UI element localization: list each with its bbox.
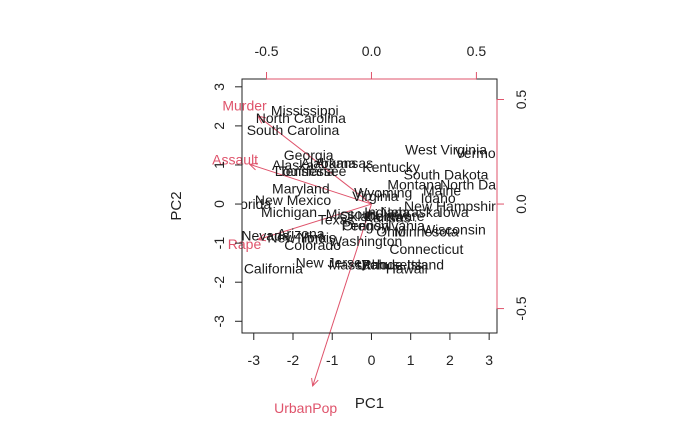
x-tick-label: -2 [287, 352, 300, 368]
x-tick-label: 1 [407, 352, 415, 368]
loading-arrow [312, 203, 372, 387]
state-label: Kentucky [362, 159, 420, 175]
state-label: Vermont [455, 145, 507, 161]
state-label: Alaska [272, 157, 314, 173]
state-label: Louisiana [275, 163, 335, 179]
state-label: Indiana [364, 204, 410, 220]
state-label: Wyoming [354, 184, 412, 200]
x-tick-label: 3 [485, 352, 493, 368]
state-label: Arkansas [315, 155, 373, 171]
state-label: Ohio [376, 223, 406, 239]
axes-layer: -3 -2 -1 0 1 2 3 -3 -2 -1 0 1 2 3 -0.5 0.0 0.5 -0.5 0.0 0.5 [211, 43, 529, 368]
state-label: Massachusetts [329, 257, 422, 273]
state-label: Georgia [284, 147, 334, 163]
loading-label: Assault [212, 152, 258, 168]
state-label: Utah [357, 257, 387, 273]
loading-arrow [249, 163, 372, 205]
loadings-layer: Murder Assault Rape UrbanPop [212, 98, 372, 416]
right-tick-label: 0.0 [513, 194, 529, 214]
y-axis-title: PC2 [168, 191, 185, 220]
x-tick-label: 2 [446, 352, 454, 368]
state-label: Oklahoma [340, 208, 404, 224]
state-label: California [244, 261, 303, 277]
state-label: Maine [423, 182, 461, 198]
loading-arrow [257, 115, 372, 205]
state-label: South Carolina [247, 122, 340, 138]
x-tick-label: -3 [248, 352, 261, 368]
state-label: Nevada [241, 227, 289, 243]
state-label: Illinois [297, 229, 336, 245]
loading-arrowhead [311, 377, 319, 388]
state-label: Arizona [277, 225, 325, 241]
state-label: Washington [329, 233, 402, 249]
state-label: New Jersey [296, 255, 369, 271]
state-label: New York [267, 229, 327, 245]
state-label: Virginia [352, 188, 399, 204]
state-label: Tennessee [279, 163, 347, 179]
state-label: Nebraska [381, 204, 441, 220]
x-tick-label: 0 [368, 352, 376, 368]
right-tick-label: 0.5 [513, 90, 529, 110]
state-label: Colorado [284, 237, 341, 253]
state-label: Wisconsin [422, 221, 486, 237]
x-axis-title: PC1 [355, 395, 384, 412]
top-tick-label: 0.0 [362, 43, 382, 59]
state-label: Michigan [261, 204, 317, 220]
y-tick-label: 0 [211, 200, 227, 208]
loading-arrow [257, 203, 372, 241]
y-tick-label: 1 [211, 161, 227, 169]
y-tick-label: -1 [211, 237, 227, 250]
state-label: Rhode Island [362, 257, 445, 273]
state-label: Pennsylvania [342, 218, 425, 234]
state-label: Iowa [439, 204, 469, 220]
loading-label: UrbanPop [274, 400, 337, 416]
loading-arrowhead [257, 233, 267, 242]
y-tick-label: 3 [211, 83, 227, 91]
state-label: Oregon [342, 218, 389, 234]
state-label: West Virginia [405, 141, 487, 157]
state-label: Missouri [326, 206, 378, 222]
state-label: Alabama [301, 155, 356, 171]
y-tick-label: -3 [211, 315, 227, 328]
state-label: North Dakota [440, 177, 523, 193]
state-label: Idaho [421, 190, 456, 206]
state-label: Maryland [272, 180, 330, 196]
state-label: Hawaii [386, 261, 428, 277]
state-label: Montana [387, 177, 442, 193]
state-label: New Hampshire [404, 198, 504, 214]
state-label: North Carolina [256, 110, 346, 126]
top-tick-label: 0.5 [467, 43, 487, 59]
loading-arrowhead [248, 162, 258, 171]
loading-label: Rape [228, 236, 262, 252]
state-label: Minnesota [394, 223, 459, 239]
top-tick-label: -0.5 [254, 43, 278, 59]
state-label: Kansas [364, 210, 411, 226]
state-label: Florida [228, 196, 271, 212]
state-label: South Dakota [404, 167, 489, 183]
state-label: Mississippi [271, 102, 339, 118]
y-tick-label: 2 [211, 122, 227, 130]
state-label: Texas [318, 212, 355, 228]
state-label: New Mexico [255, 192, 331, 208]
x-tick-label: -1 [326, 352, 339, 368]
loading-label: Murder [222, 98, 267, 114]
loading-arrowhead [257, 115, 267, 124]
state-label: Connecticut [389, 241, 463, 257]
state-label: Delaware [365, 208, 424, 224]
y-tick-label: -2 [211, 276, 227, 289]
right-tick-label: -0.5 [513, 296, 529, 320]
